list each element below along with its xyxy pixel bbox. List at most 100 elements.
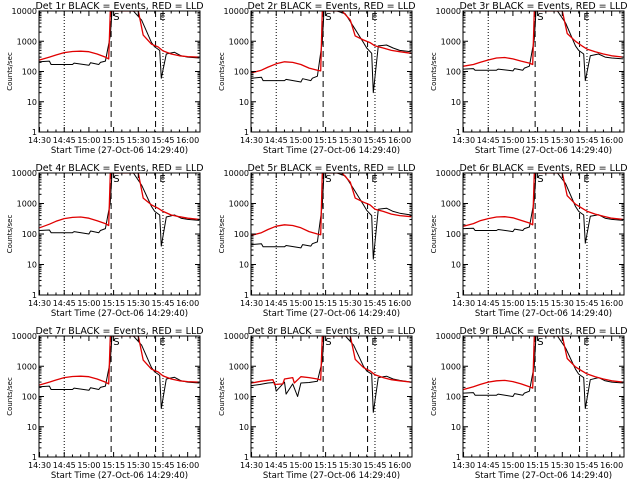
x-tick-label: 15:45: [363, 461, 386, 470]
x-tick-label: 15:30: [551, 461, 574, 470]
marker-label: E: [159, 12, 165, 23]
x-tick-label: 15:45: [575, 136, 598, 145]
x-tick-label: 15:15: [526, 136, 549, 145]
panel-title: Det 4r BLACK = Events, RED = LLD: [35, 163, 203, 174]
x-tick-label: 15:00: [501, 461, 524, 470]
x-tick-label: 15:15: [102, 136, 125, 145]
lld-series-line: [251, 173, 412, 237]
lld-series-line: [463, 336, 624, 391]
y-tick-label: 1000: [17, 362, 37, 371]
x-tick-label: 14:30: [452, 299, 475, 308]
y-tick-label: 1: [32, 453, 37, 462]
x-tick-label: 15:00: [501, 136, 524, 145]
x-tick-label: 14:45: [477, 299, 500, 308]
x-tick-label: 16:00: [388, 136, 411, 145]
y-tick-label: 10000: [436, 7, 461, 16]
lld-series-line: [251, 336, 412, 386]
events-series-line: [463, 173, 624, 244]
x-tick-label: 15:00: [289, 299, 312, 308]
events-series-line: [39, 11, 200, 79]
y-tick-label: 1000: [229, 37, 249, 46]
x-tick-label: 14:30: [28, 136, 51, 145]
y-tick-label: 1: [456, 128, 461, 137]
y-tick-label: 10000: [436, 332, 461, 341]
x-tick-label: 15:30: [127, 299, 150, 308]
x-tick-label: 15:00: [289, 461, 312, 470]
x-tick-label: 16:00: [176, 136, 199, 145]
x-tick-label: 14:45: [53, 136, 76, 145]
y-tick-label: 100: [234, 230, 249, 239]
y-tick-label: 1000: [441, 200, 461, 209]
panel-title: Det 1r BLACK = Events, RED = LLD: [35, 1, 203, 12]
y-tick-label: 10: [27, 423, 37, 432]
x-tick-label: 15:00: [77, 461, 100, 470]
y-axis-label: Counts/sec: [6, 215, 14, 254]
lld-series-line: [39, 336, 200, 386]
x-tick-label: 14:30: [28, 461, 51, 470]
x-tick-label: 15:45: [151, 136, 174, 145]
x-tick-label: 14:45: [53, 461, 76, 470]
x-tick-label: 15:15: [102, 299, 125, 308]
y-tick-label: 10000: [224, 169, 249, 178]
marker-label: S: [537, 337, 543, 348]
panel-title: Det 8r BLACK = Events, RED = LLD: [247, 326, 415, 337]
panel-title: Det 5r BLACK = Events, RED = LLD: [247, 163, 415, 174]
y-tick-label: 10000: [12, 169, 37, 178]
y-axis-label: Counts/sec: [6, 52, 14, 91]
x-tick-label: 15:30: [551, 299, 574, 308]
y-tick-label: 10: [239, 98, 249, 107]
x-axis-label: Start Time (27-Oct-06 14:29:40): [475, 309, 612, 319]
lld-series-line: [463, 173, 624, 227]
x-tick-label: 15:15: [314, 136, 337, 145]
y-tick-label: 10: [451, 261, 461, 270]
y-tick-label: 10: [239, 423, 249, 432]
x-axis-label: Start Time (27-Oct-06 14:29:40): [51, 471, 188, 480]
y-tick-label: 1000: [229, 200, 249, 209]
y-axis-label: Counts/sec: [6, 377, 14, 416]
marker-label: E: [371, 174, 377, 185]
y-tick-label: 100: [234, 68, 249, 77]
marker-label: E: [583, 174, 589, 185]
y-tick-label: 10000: [436, 169, 461, 178]
lld-series-line: [39, 173, 200, 229]
x-tick-label: 15:00: [77, 299, 100, 308]
y-axis-label: Counts/sec: [430, 377, 438, 416]
x-axis-label: Start Time (27-Oct-06 14:29:40): [263, 309, 400, 319]
x-tick-label: 15:30: [127, 461, 150, 470]
x-tick-label: 16:00: [600, 136, 623, 145]
x-tick-label: 16:00: [176, 461, 199, 470]
marker-label: E: [583, 12, 589, 23]
y-tick-label: 1: [244, 453, 249, 462]
x-tick-label: 15:15: [102, 461, 125, 470]
x-tick-label: 15:15: [526, 461, 549, 470]
x-tick-label: 15:15: [314, 461, 337, 470]
x-tick-label: 15:00: [289, 136, 312, 145]
y-tick-label: 1: [32, 128, 37, 137]
x-tick-label: 14:30: [240, 136, 263, 145]
x-axis-label: Start Time (27-Oct-06 14:29:40): [475, 146, 612, 156]
marker-label: E: [371, 12, 377, 23]
events-series-line: [251, 336, 412, 413]
y-tick-label: 10: [27, 98, 37, 107]
y-tick-label: 100: [446, 230, 461, 239]
x-tick-label: 15:15: [314, 299, 337, 308]
y-axis-label: Counts/sec: [218, 377, 226, 416]
x-tick-label: 15:30: [339, 461, 362, 470]
y-tick-label: 100: [446, 68, 461, 77]
x-tick-label: 15:45: [151, 299, 174, 308]
x-tick-label: 14:30: [240, 299, 263, 308]
x-tick-label: 15:30: [551, 136, 574, 145]
marker-label: S: [113, 337, 119, 348]
marker-label: S: [113, 174, 119, 185]
x-tick-label: 15:45: [151, 461, 174, 470]
marker-label: S: [325, 337, 331, 348]
x-tick-label: 16:00: [176, 299, 199, 308]
panel-title: Det 9r BLACK = Events, RED = LLD: [459, 326, 627, 337]
marker-label: S: [325, 174, 331, 185]
x-tick-label: 14:45: [477, 461, 500, 470]
